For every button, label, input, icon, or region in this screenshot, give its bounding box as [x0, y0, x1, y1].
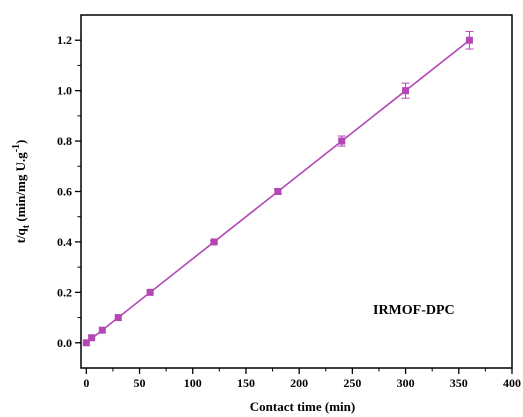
x-tick-label: 350 — [450, 376, 468, 390]
data-point — [146, 288, 154, 296]
x-tick-label: 150 — [237, 376, 255, 390]
ticks-layer: 0 50 100 150 200 250 300 350 400 0.0 0.2 0.4 0.6 0.8 1… — [57, 33, 521, 390]
y-tick-label: 1.0 — [57, 84, 72, 98]
y-axis-title: t/qt (min/mg U.g-1) — [11, 140, 32, 244]
data-point — [88, 334, 96, 342]
plot-layer — [82, 30, 474, 347]
data-point — [465, 36, 473, 44]
data-point — [402, 87, 410, 95]
y-tick-label: 1.2 — [57, 33, 72, 47]
y-tick-label: 0.6 — [57, 185, 72, 199]
y-tick-label: 0.4 — [57, 235, 72, 249]
x-tick-label: 250 — [343, 376, 361, 390]
x-tick-label: 200 — [290, 376, 308, 390]
y-axis-title-superscript: -1 — [11, 144, 22, 152]
data-point — [114, 314, 122, 322]
y-axis-title-units-open: (min/mg U.g — [13, 152, 28, 225]
sample-annotation: IRMOF-DPC — [373, 303, 455, 318]
x-tick-label: 300 — [397, 376, 415, 390]
x-tick-label: 50 — [134, 376, 146, 390]
x-tick-label: 400 — [503, 376, 521, 390]
data-point — [338, 137, 346, 145]
y-tick-label: 0.2 — [57, 285, 72, 299]
x-axis-title: Contact time (min) — [250, 399, 355, 414]
y-axis-title-subscript: t — [21, 224, 32, 228]
data-point — [274, 188, 282, 195]
x-tick-label: 0 — [83, 376, 89, 390]
y-axis-title-units-close: ) — [13, 140, 28, 144]
y-tick-label: 0.8 — [57, 134, 72, 148]
data-point — [98, 326, 106, 334]
y-tick-label: 0.0 — [57, 336, 72, 350]
x-tick-label: 100 — [184, 376, 202, 390]
data-point — [82, 339, 90, 347]
data-point — [210, 238, 218, 246]
plot-frame — [80, 14, 513, 369]
y-axis-title-base: t/q — [13, 227, 28, 243]
